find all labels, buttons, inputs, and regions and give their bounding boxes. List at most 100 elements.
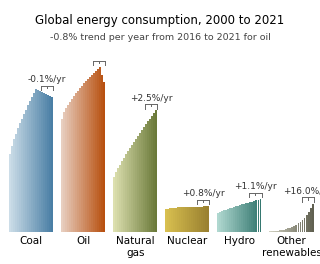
Text: -0.8% trend per year from 2016 to 2021 for oil: -0.8% trend per year from 2016 to 2021 f… bbox=[50, 34, 270, 43]
Bar bbox=[156, 110, 157, 232]
Bar bbox=[63, 112, 65, 232]
Bar bbox=[181, 207, 183, 232]
Bar bbox=[177, 207, 179, 232]
Bar bbox=[35, 88, 37, 232]
Bar bbox=[300, 222, 301, 232]
Bar bbox=[67, 105, 69, 232]
Bar bbox=[41, 92, 43, 232]
Bar bbox=[312, 204, 314, 232]
Bar bbox=[309, 208, 312, 232]
Bar bbox=[207, 206, 209, 232]
Bar bbox=[151, 116, 153, 232]
Bar bbox=[149, 119, 151, 232]
Bar bbox=[89, 77, 91, 232]
Bar bbox=[51, 97, 53, 232]
Bar bbox=[75, 93, 77, 232]
Bar bbox=[33, 93, 35, 232]
Bar bbox=[23, 114, 25, 232]
Bar bbox=[99, 67, 101, 232]
Bar bbox=[233, 207, 235, 232]
Bar bbox=[279, 230, 281, 232]
Bar bbox=[284, 229, 285, 232]
Bar bbox=[29, 101, 31, 232]
Bar bbox=[271, 231, 273, 232]
Bar bbox=[139, 133, 141, 232]
Bar bbox=[141, 130, 143, 232]
Bar bbox=[49, 96, 51, 232]
Bar bbox=[69, 101, 71, 232]
Bar bbox=[45, 94, 47, 232]
Bar bbox=[255, 200, 258, 232]
Bar bbox=[65, 108, 67, 232]
Bar bbox=[204, 206, 205, 232]
Bar bbox=[197, 207, 199, 232]
Bar bbox=[187, 207, 189, 232]
Text: +16.0%/yr: +16.0%/yr bbox=[284, 187, 320, 196]
Bar bbox=[123, 158, 125, 232]
Bar bbox=[43, 93, 45, 232]
Bar bbox=[61, 119, 63, 232]
Bar bbox=[135, 139, 137, 232]
Bar bbox=[258, 200, 260, 232]
Bar bbox=[97, 69, 99, 232]
Bar bbox=[25, 110, 27, 232]
Bar bbox=[153, 113, 155, 232]
Bar bbox=[250, 202, 252, 232]
Bar bbox=[292, 227, 293, 232]
Bar bbox=[147, 121, 149, 232]
Bar bbox=[165, 209, 167, 232]
Bar bbox=[221, 211, 223, 232]
Bar bbox=[306, 215, 308, 232]
Bar bbox=[21, 119, 23, 232]
Bar bbox=[308, 212, 309, 232]
Bar bbox=[115, 172, 117, 232]
Text: Global energy consumption, 2000 to 2021: Global energy consumption, 2000 to 2021 bbox=[36, 14, 284, 27]
Bar bbox=[189, 207, 191, 232]
Bar bbox=[236, 206, 237, 232]
Bar bbox=[85, 81, 87, 232]
Bar bbox=[229, 208, 231, 232]
Bar bbox=[205, 206, 207, 232]
Bar bbox=[19, 124, 21, 232]
Bar bbox=[119, 164, 121, 232]
Bar bbox=[101, 75, 103, 232]
Bar bbox=[9, 154, 11, 232]
Bar bbox=[37, 90, 39, 232]
Bar bbox=[237, 206, 239, 232]
Bar bbox=[81, 86, 83, 232]
Bar bbox=[137, 136, 139, 232]
Bar bbox=[241, 205, 244, 232]
Bar bbox=[185, 207, 187, 232]
Bar bbox=[193, 207, 195, 232]
Bar bbox=[87, 79, 89, 232]
Bar bbox=[287, 228, 289, 232]
Bar bbox=[253, 201, 255, 232]
Bar bbox=[191, 207, 193, 232]
Bar bbox=[133, 142, 135, 232]
Bar bbox=[301, 220, 303, 232]
Bar bbox=[143, 127, 145, 232]
Bar bbox=[260, 199, 261, 232]
Bar bbox=[121, 161, 123, 232]
Bar bbox=[83, 83, 85, 232]
Bar bbox=[17, 129, 19, 232]
Bar bbox=[93, 73, 95, 232]
Bar bbox=[295, 225, 298, 232]
Bar bbox=[169, 208, 171, 232]
Bar bbox=[304, 218, 306, 232]
Bar bbox=[227, 209, 229, 232]
Bar bbox=[11, 145, 13, 232]
Bar bbox=[39, 91, 41, 232]
Bar bbox=[31, 97, 33, 232]
Bar bbox=[298, 223, 300, 232]
Bar bbox=[175, 208, 177, 232]
Bar bbox=[183, 207, 185, 232]
Bar bbox=[231, 208, 233, 232]
Bar bbox=[223, 210, 225, 232]
Bar bbox=[167, 209, 169, 232]
Bar bbox=[127, 151, 129, 232]
Bar bbox=[217, 213, 219, 232]
Bar bbox=[276, 231, 277, 232]
Bar bbox=[225, 210, 227, 232]
Bar bbox=[239, 205, 241, 232]
